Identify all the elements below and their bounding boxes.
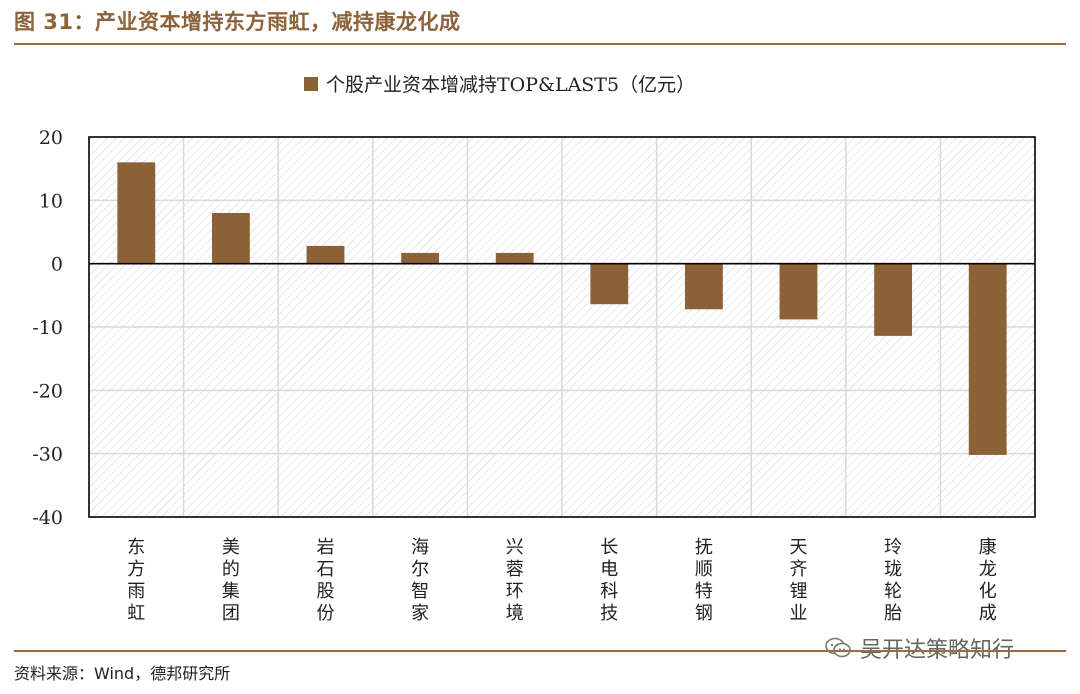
x-category-label: 岩石股份: [317, 537, 335, 624]
wechat-icon: [825, 637, 851, 658]
x-category-label: 海尔智家: [411, 537, 429, 624]
x-category-label: 玲珑轮胎: [884, 537, 902, 624]
bar: [968, 263, 1007, 455]
bar: [779, 263, 818, 320]
x-category-label: 长电科技: [600, 537, 618, 624]
source-note: 资料来源：Wind，德邦研究所: [14, 664, 231, 683]
x-category-label: 天齐锂业: [790, 537, 808, 624]
x-category-label: 东方雨虹: [127, 537, 145, 624]
bar: [306, 245, 345, 264]
bar: [684, 263, 723, 310]
legend-label: 个股产业资本增减持TOP&LAST5（亿元）: [326, 74, 695, 96]
bar: [211, 213, 250, 264]
x-category-label: 抚顺特钢: [695, 537, 713, 624]
bar: [874, 263, 913, 336]
watermark-text: 吴开达策略知行: [860, 638, 1015, 663]
x-category-label: 兴蓉环境: [506, 537, 524, 624]
chart-legend: 个股产业资本增减持TOP&LAST5（亿元）: [304, 74, 695, 96]
y-tick-label: -20: [32, 380, 63, 402]
legend-swatch: [304, 77, 318, 91]
title-divider: [14, 43, 1066, 45]
bar-chart: 个股产业资本增减持TOP&LAST5（亿元） 20 10 0 -10 -20 -30 -40…: [32, 74, 1036, 624]
y-tick-label: 10: [39, 190, 63, 212]
bars: [117, 162, 1007, 455]
footer-divider: [14, 650, 1066, 652]
bar: [117, 162, 156, 264]
axes: 20 10 0 -10 -20 -30 -40 东方雨虹 美的集团 岩石股份 海尔智家 兴蓉环境 长电科…: [32, 127, 1035, 624]
figure-title: 图 31：产业资本增持东方雨虹，减持康龙化成: [14, 10, 461, 34]
bar: [495, 252, 534, 264]
y-tick-label: -40: [32, 507, 63, 529]
plot-frame: [88, 136, 1036, 518]
bar: [401, 252, 440, 264]
y-tick-label: -30: [32, 444, 63, 466]
x-category-label: 康龙化成: [979, 537, 997, 624]
y-tick-label: 0: [51, 254, 63, 276]
y-tick-label: -10: [32, 317, 63, 339]
y-tick-label: 20: [39, 127, 63, 149]
bar: [590, 263, 629, 305]
watermark: 吴开达策略知行: [818, 630, 1021, 666]
x-category-label: 美的集团: [222, 537, 240, 624]
